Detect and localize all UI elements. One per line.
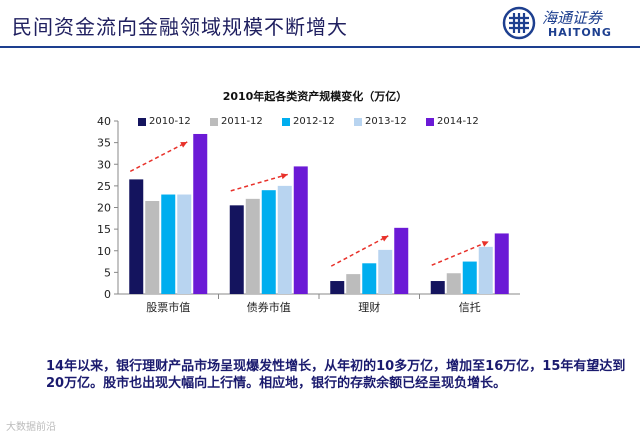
asset-scale-chart: 0 5 10 15 20 25 30 35 40 股票市值 债券市值 理财 信托 2010年起各类资产规… [80, 88, 550, 328]
x-tick-label: 理财 [358, 300, 380, 314]
legend-label: 2011-12 [221, 116, 263, 127]
legend-item: 2013-12 [354, 116, 407, 130]
y-tick-label: 10 [97, 245, 111, 258]
y-tick-label: 15 [97, 223, 111, 236]
legend-label: 2010-12 [149, 116, 191, 127]
trend-arrow-head [481, 241, 489, 247]
y-tick-label: 25 [97, 180, 111, 193]
legend-item: 2012-12 [282, 116, 335, 130]
legend-swatch [354, 117, 362, 126]
header: 民间资金流向金融领域规模不断增大 海通证券 HAITONG [0, 0, 640, 50]
x-tick-label: 信托 [459, 300, 481, 314]
legend-item: 2010-12 [138, 116, 191, 130]
legend-swatch [282, 117, 290, 126]
trend-arrow-head [280, 173, 288, 180]
legend-label: 2014-12 [437, 116, 479, 127]
legend-swatch [426, 117, 434, 126]
summary-note: 14年以来，银行理财产品市场呈现爆发性增长，从年初的10多万亿，增加至16万亿，… [46, 359, 626, 391]
trend-arrow-head [381, 235, 389, 242]
haitong-logo: 海通证券 HAITONG [502, 6, 632, 42]
y-tick-label: 30 [97, 158, 111, 171]
bar-2010-12 [129, 179, 144, 294]
bar-2012-12 [261, 190, 276, 294]
bar-2012-12 [161, 194, 176, 294]
y-tick-label: 0 [104, 288, 111, 301]
chart-legend: 2010-12 2011-12 2012-12 2013-12 2014-12 [138, 116, 538, 130]
trend-arrow-line [431, 240, 490, 266]
page-title: 民间资金流向金融领域规模不断增大 [12, 15, 348, 39]
bar-2010-12 [330, 281, 345, 294]
y-tick-label: 40 [97, 115, 111, 128]
trend-arrow-head [180, 141, 188, 148]
x-tick-label: 债券市值 [247, 300, 291, 314]
bar-2012-12 [362, 263, 377, 294]
bar-2013-12 [378, 249, 393, 294]
legend-item: 2011-12 [210, 116, 263, 130]
bar-2013-12 [277, 185, 292, 294]
bar-2011-12 [446, 273, 461, 294]
legend-item: 2014-12 [426, 116, 479, 130]
bar-2013-12 [177, 194, 192, 294]
bar-2014-12 [494, 233, 509, 294]
y-tick-label: 20 [97, 202, 111, 215]
bar-2011-12 [145, 201, 160, 294]
bar-2012-12 [462, 261, 477, 294]
y-tick-label: 35 [97, 137, 111, 150]
trend-arrow-line [230, 173, 288, 192]
legend-label: 2012-12 [293, 116, 335, 127]
legend-swatch [138, 117, 146, 126]
legend-label: 2013-12 [365, 116, 407, 127]
haitong-logo-icon [502, 6, 536, 40]
bar-2014-12 [394, 227, 409, 294]
bar-2010-12 [430, 281, 445, 294]
x-tick-label: 股票市值 [146, 300, 190, 314]
bar-2010-12 [229, 205, 244, 294]
bar-2014-12 [193, 133, 208, 294]
header-divider [0, 46, 640, 48]
bar-2011-12 [346, 274, 361, 294]
trend-arrow-line [330, 235, 389, 267]
y-tick-label: 5 [104, 266, 111, 279]
watermark: 大数据前沿 [6, 422, 56, 433]
bar-2011-12 [245, 198, 260, 294]
trend-arrow-line [129, 141, 188, 173]
bar-2013-12 [478, 246, 493, 294]
chart-plot: 0 5 10 15 20 25 30 35 40 股票市值 债券市值 理财 信托 [97, 115, 520, 314]
legend-swatch [210, 117, 218, 126]
logo-text-cn: 海通证券 [542, 9, 603, 27]
logo-text-en: HAITONG [548, 26, 612, 39]
chart-title: 2010年起各类资产规模变化（万亿） [222, 90, 408, 103]
bar-2014-12 [293, 166, 308, 294]
